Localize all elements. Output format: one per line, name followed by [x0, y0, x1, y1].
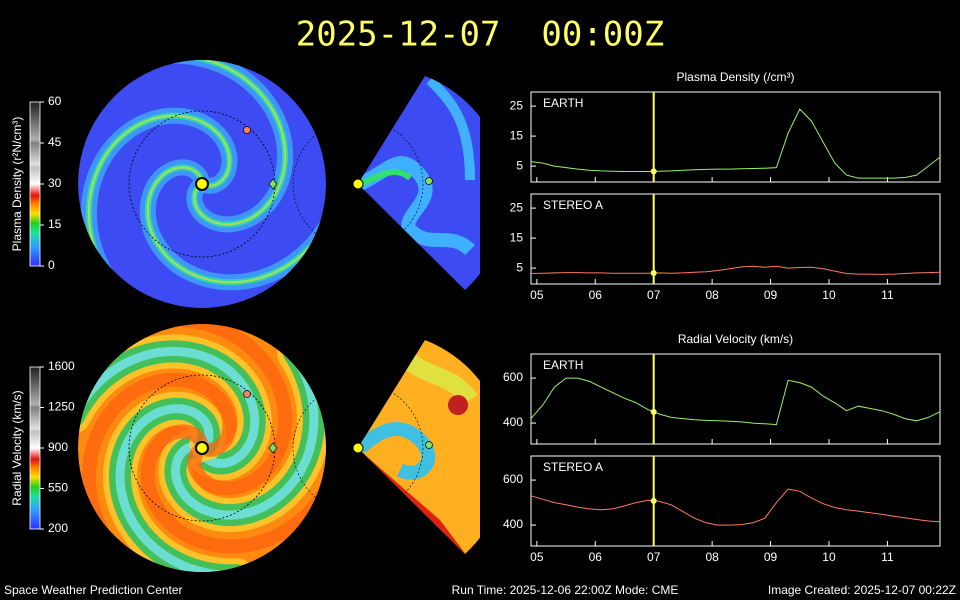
colorbar-label: Plasma Density (r²N/cm³) [10, 117, 24, 252]
chart-title: Plasma Density (/cm³) [676, 70, 794, 84]
x-tick-label: 06 [589, 288, 603, 302]
spiral-arm [171, 60, 287, 226]
chart-title: Radial Velocity (km/s) [678, 332, 793, 346]
colorbar-tick-label: 60 [48, 94, 62, 108]
spiral-arm [78, 346, 260, 469]
time-marker-dot [650, 168, 657, 175]
colorbar-tick-label: 30 [48, 176, 62, 190]
x-tick-label: 08 [705, 288, 719, 302]
x-tick-label: 11 [881, 550, 894, 564]
y-tick-label: 400 [503, 517, 523, 531]
time-marker-dot [650, 497, 657, 504]
footer-left: Space Weather Prediction Center [4, 583, 183, 597]
footer-right: Image Created: 2025-12-07 00:22Z [768, 583, 956, 597]
series-line [530, 265, 941, 275]
x-tick-label: 09 [764, 288, 778, 302]
density-wedge [358, 76, 480, 290]
colorbar-label: Radial Velocity (km/s) [10, 390, 24, 505]
panel-frame [530, 193, 941, 285]
y-tick-label: 25 [510, 200, 524, 214]
panel-label: STEREO A [543, 198, 603, 212]
colorbar [29, 366, 41, 530]
y-tick-label: 400 [503, 415, 523, 429]
y-tick-label: 15 [510, 128, 524, 142]
velocity-wedge [358, 340, 480, 554]
y-tick-label: 15 [510, 230, 524, 244]
y-tick-label: 600 [503, 370, 523, 384]
y-tick-label: 600 [503, 472, 523, 486]
orbit [292, 382, 424, 514]
panel-frame [530, 353, 941, 445]
colorbar [29, 101, 41, 267]
x-tick-label: 05 [530, 550, 544, 564]
colorbar-tick-label: 200 [48, 521, 68, 535]
x-tick-label: 06 [589, 550, 603, 564]
colorbar-tick-label: 550 [48, 481, 68, 495]
colorbar-tick-label: 1250 [48, 400, 75, 414]
panel-label: EARTH [543, 96, 583, 110]
colorbar-tick-label: 0 [48, 258, 55, 272]
colorbar-tick-label: 900 [48, 440, 68, 454]
series-line [530, 377, 941, 426]
x-tick-label: 09 [764, 550, 778, 564]
spiral-arm [81, 372, 237, 546]
panel-frame [530, 455, 941, 547]
series-line [530, 108, 941, 179]
y-tick-label: 5 [516, 260, 523, 274]
x-tick-label: 07 [647, 550, 661, 564]
spiral-arm [170, 348, 319, 520]
bodies [195, 126, 433, 455]
orbit [292, 118, 424, 250]
page-title: 2025-12-07 00:00Z [296, 15, 664, 55]
x-tick-label: 10 [822, 288, 836, 302]
y-tick-label: 25 [510, 98, 524, 112]
spiral-arm [140, 424, 326, 554]
panel-label: STEREO A [543, 460, 603, 474]
time-marker-dot [650, 408, 657, 415]
colorbar-tick-label: 45 [48, 135, 62, 149]
spiral-arm [87, 114, 231, 276]
y-tick-label: 5 [516, 158, 523, 172]
time-marker-dot [650, 270, 657, 277]
x-tick-label: 08 [705, 550, 719, 564]
x-tick-label: 10 [822, 550, 836, 564]
x-tick-label: 07 [647, 288, 661, 302]
x-tick-label: 11 [881, 288, 894, 302]
velocity-disk [78, 324, 326, 572]
series-line [530, 488, 941, 526]
x-tick-label: 05 [530, 288, 544, 302]
spiral-arm [165, 324, 293, 496]
spiral-arm [146, 166, 326, 284]
colorbar-tick-label: 15 [48, 217, 62, 231]
footer-center: Run Time: 2025-12-06 22:00Z Mode: CME [452, 583, 679, 597]
spiral-arm [115, 404, 242, 572]
panel-label: EARTH [543, 358, 583, 372]
colorbar-tick-label: 1600 [48, 359, 75, 373]
panel-frame [530, 91, 941, 183]
